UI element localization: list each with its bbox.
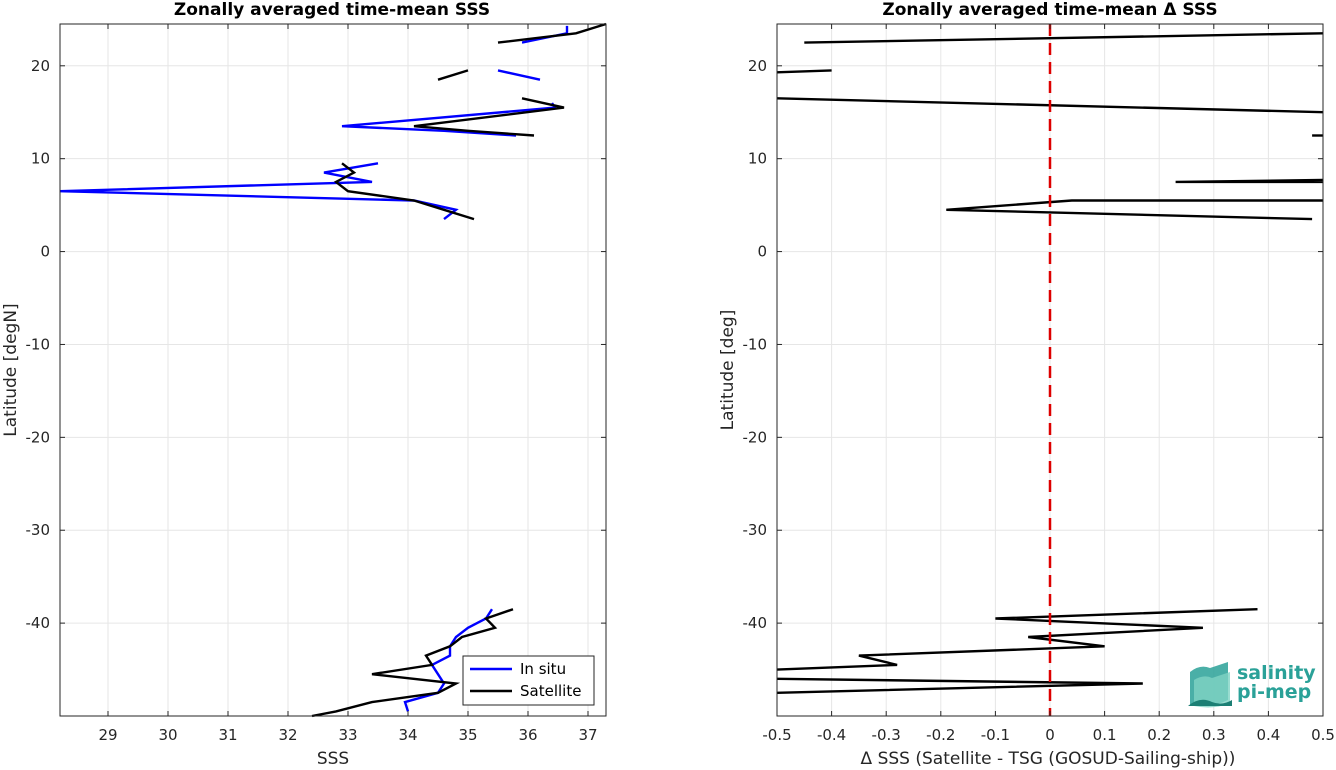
left-x-tick-label: 35 (458, 726, 477, 744)
right-y-axis-label: Latitude [deg] (718, 310, 738, 431)
right-x-ticks: -0.5 -0.4 -0.3 -0.2 -0.1 0 0.1 0.2 0.3 0.4 0.5 (762, 24, 1335, 744)
left-y-tick-label: 20 (31, 57, 50, 75)
logo-line-2: pi-mep (1237, 681, 1311, 703)
right-y-ticks: 20 10 0 -10 -20 -30 -40 (743, 57, 1323, 632)
left-series-in-situ-segment (341, 102, 558, 137)
right-y-tick-label: -30 (743, 521, 768, 539)
right-x-tick-label: 0.5 (1311, 726, 1335, 744)
left-series-in-situ-segment (59, 162, 459, 221)
left-x-tick-label: 34 (398, 726, 417, 744)
legend-label-in-situ: In situ (520, 660, 566, 678)
left-y-ticks: 20 10 0 -10 -20 -30 -40 (26, 57, 606, 632)
right-x-tick-label: 0.2 (1147, 726, 1171, 744)
right-x-tick-label: -0.4 (817, 726, 846, 744)
right-x-tick-label: 0.1 (1093, 726, 1117, 744)
left-y-tick-label: -20 (26, 428, 51, 446)
left-series-satellite-segment (497, 22, 607, 44)
right-x-tick-label: -0.2 (926, 726, 955, 744)
left-x-axis-label: SSS (317, 749, 349, 769)
legend: In situ Satellite (462, 655, 595, 706)
right-y-tick-label: -40 (743, 614, 768, 632)
right-x-tick-label: 0.3 (1202, 726, 1226, 744)
right-x-axis-label: Δ SSS (Satellite - TSG (GOSUD-Sailing-sh… (861, 749, 1236, 769)
left-y-tick-label: -10 (26, 335, 51, 353)
right-chart-title: Zonally averaged time-mean Δ SSS (882, 0, 1217, 20)
left-series-satellite-segment (413, 97, 565, 137)
legend-box (462, 655, 595, 706)
left-x-tick-label: 30 (158, 726, 177, 744)
right-x-tick-label: -0.5 (762, 726, 791, 744)
left-series-in-situ-segment (497, 69, 541, 81)
left-series (59, 22, 607, 718)
right-y-tick-label: -20 (743, 428, 768, 446)
left-chart-title: Zonally averaged time-mean SSS (174, 0, 490, 20)
right-x-tick-label: -0.3 (872, 726, 901, 744)
right-y-tick-label: 10 (748, 150, 767, 168)
right-series-line-0-segment (776, 69, 832, 74)
left-y-tick-label: 10 (31, 150, 50, 168)
legend-label-satellite: Satellite (520, 682, 581, 700)
right-series-line-0-segment (1175, 178, 1324, 184)
left-y-axis-label: Latitude [degN] (1, 303, 21, 436)
right-y-tick-label: -10 (743, 335, 768, 353)
left-y-tick-label: -40 (26, 614, 51, 632)
left-x-tick-label: 29 (98, 726, 117, 744)
wave-logo-icon (1188, 662, 1232, 708)
right-series-line-0-segment (804, 32, 1324, 44)
left-y-tick-label: -30 (26, 521, 51, 539)
left-series-satellite-segment (333, 162, 475, 221)
left-x-tick-label: 33 (338, 726, 357, 744)
right-x-tick-label: 0.4 (1256, 726, 1280, 744)
left-grid (60, 24, 606, 716)
right-series-line-0-segment (776, 608, 1258, 671)
right-series-line-0-segment (776, 677, 1143, 694)
right-y-tick-label: 20 (748, 57, 767, 75)
left-panel: Zonally averaged time-mean SSS 29 30 31 32 3… (1, 0, 607, 769)
left-axes-box (59, 23, 607, 717)
salinity-pi-mep-logo: salinity pi-mep (1188, 662, 1316, 708)
right-series-line-0-segment (946, 199, 1323, 221)
left-y-tick-label: 0 (40, 243, 50, 261)
left-x-ticks: 29 30 31 32 33 34 35 36 37 (98, 24, 598, 744)
right-x-tick-label: -0.1 (981, 726, 1010, 744)
right-x-tick-label: 0 (1045, 726, 1055, 744)
right-series (776, 32, 1324, 694)
left-x-tick-label: 31 (218, 726, 237, 744)
logo-line-1: salinity (1237, 662, 1316, 684)
left-x-tick-label: 36 (518, 726, 537, 744)
left-series-satellite-segment (437, 69, 469, 81)
right-y-tick-label: 0 (757, 243, 767, 261)
left-x-tick-label: 37 (578, 726, 597, 744)
left-x-tick-label: 32 (278, 726, 297, 744)
right-panel: Zonally averaged time-mean Δ SSS -0.5 -0.… (718, 0, 1335, 769)
left-series-satellite-segment (311, 608, 514, 718)
